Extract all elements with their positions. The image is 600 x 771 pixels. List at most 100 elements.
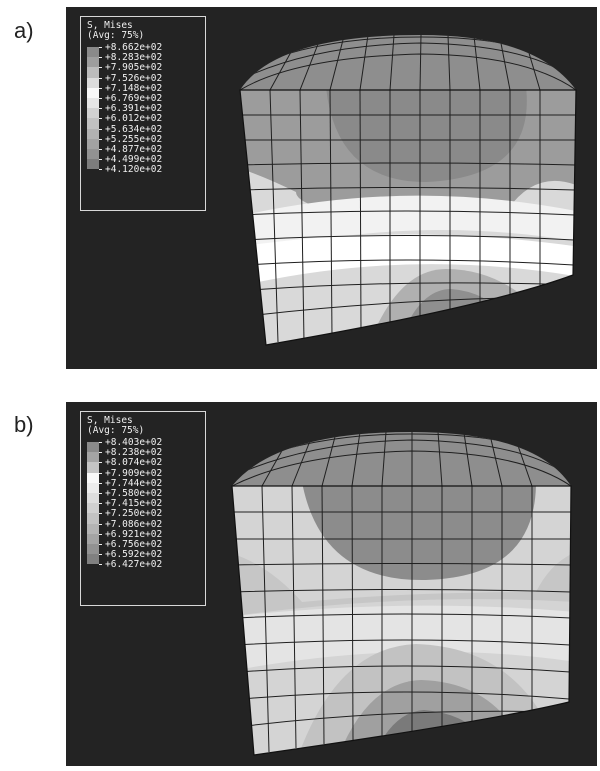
legend-color-swatch xyxy=(87,513,99,524)
legend-value: +6.769e+02 xyxy=(105,92,163,104)
legend-value: +6.921e+02 xyxy=(105,528,163,540)
legend-color-swatch xyxy=(87,97,99,109)
legend-color-swatch xyxy=(87,108,99,119)
panel-b-mesh-model xyxy=(231,432,572,756)
legend-tick xyxy=(99,128,102,130)
legend-row: +7.909e+02 xyxy=(87,467,199,483)
legend-tick xyxy=(99,472,102,474)
legend-row: +7.905e+02 xyxy=(87,63,199,78)
panel-b-legend-scale: +8.403e+02 +8.238e+02 +8.074e+02 +7.909e+02… xyxy=(87,437,199,574)
legend-tick xyxy=(99,492,102,494)
legend-row: +6.921e+02 xyxy=(87,528,199,544)
legend-value: +7.580e+02 xyxy=(105,487,163,499)
panel-a-viewport: S, Mises (Avg: 75%) +8.662e+02 +8.283e+02… xyxy=(66,7,597,369)
legend-value: +4.120e+02 xyxy=(105,164,163,176)
legend-tick xyxy=(99,554,102,556)
legend-value: +7.086e+02 xyxy=(105,518,163,530)
legend-tick xyxy=(99,87,102,89)
legend-tick xyxy=(99,513,102,515)
legend-color-swatch xyxy=(87,472,99,483)
legend-tick xyxy=(99,503,102,505)
panel-a-legend-scale: +8.662e+02 +8.283e+02 +7.905e+02 +7.526e+02… xyxy=(87,42,199,179)
legend-value: +7.415e+02 xyxy=(105,498,163,510)
legend-value: +5.255e+02 xyxy=(105,133,163,145)
legend-row: +5.255e+02 xyxy=(87,133,199,149)
legend-value: +4.877e+02 xyxy=(105,143,163,155)
legend-row: +5.634e+02 xyxy=(87,123,199,139)
legend-tick xyxy=(99,169,102,171)
legend-row: +6.756e+02 xyxy=(87,538,199,555)
legend-tick xyxy=(99,159,102,161)
legend-tick xyxy=(99,442,102,443)
legend-color-swatch xyxy=(87,543,99,555)
panel-a-legend-subtitle: (Avg: 75%) xyxy=(87,30,145,41)
legend-color-swatch xyxy=(87,148,99,160)
legend-tick xyxy=(99,452,102,454)
legend-color-swatch xyxy=(87,554,99,565)
legend-row: +8.283e+02 xyxy=(87,52,199,68)
legend-value: +8.283e+02 xyxy=(105,52,163,64)
legend-tick xyxy=(99,543,102,545)
legend-value: +7.148e+02 xyxy=(105,82,163,94)
legend-color-swatch xyxy=(87,452,99,463)
legend-color-swatch xyxy=(87,482,99,493)
legend-value: +6.592e+02 xyxy=(105,549,163,561)
legend-tick xyxy=(99,533,102,535)
legend-row: +7.526e+02 xyxy=(87,73,199,88)
legend-value: +7.250e+02 xyxy=(105,508,163,520)
legend-value: +8.403e+02 xyxy=(105,437,163,448)
legend-row: +4.499e+02 xyxy=(87,154,199,170)
legend-value: +5.634e+02 xyxy=(105,123,163,135)
legend-color-swatch xyxy=(87,67,99,78)
legend-value: +6.756e+02 xyxy=(105,538,163,550)
panel-a-label: a) xyxy=(14,18,34,43)
legend-tick xyxy=(99,138,102,140)
legend-tick xyxy=(99,148,102,150)
legend-color-swatch xyxy=(87,77,99,88)
legend-tick xyxy=(99,97,102,99)
legend-color-swatch xyxy=(87,118,99,129)
panel-b-legend-title: S, Mises xyxy=(87,415,133,426)
legend-color-swatch xyxy=(87,564,99,574)
legend-tick xyxy=(99,57,102,59)
legend-row: +6.769e+02 xyxy=(87,92,199,109)
legend-row: +4.877e+02 xyxy=(87,143,199,160)
panel-a-legend: S, Mises (Avg: 75%) +8.662e+02 +8.283e+02… xyxy=(80,16,206,211)
panel-a-mesh-model xyxy=(239,35,577,346)
legend-row: +7.580e+02 xyxy=(87,487,199,504)
legend-value: +7.744e+02 xyxy=(105,477,163,489)
legend-row: +6.592e+02 xyxy=(87,549,199,565)
panel-b-front-face xyxy=(232,486,571,755)
legend-tick xyxy=(99,462,102,464)
panel-a-top-face xyxy=(240,35,576,90)
legend-value: +6.012e+02 xyxy=(105,113,163,125)
legend-color-swatch xyxy=(87,492,99,504)
legend-value: +4.499e+02 xyxy=(105,154,163,166)
legend-tick xyxy=(99,108,102,110)
legend-color-swatch xyxy=(87,47,99,58)
legend-color-swatch xyxy=(87,169,99,179)
legend-color-swatch xyxy=(87,138,99,149)
legend-color-swatch xyxy=(87,523,99,534)
legend-color-swatch xyxy=(87,533,99,544)
legend-row: +8.238e+02 xyxy=(87,448,199,463)
legend-value: +6.427e+02 xyxy=(105,559,163,571)
legend-value: +7.909e+02 xyxy=(105,467,163,479)
legend-color-swatch xyxy=(87,442,99,453)
legend-tick xyxy=(99,47,102,48)
panel-b-legend-subtitle: (Avg: 75%) xyxy=(87,425,145,436)
legend-row: +8.662e+02 xyxy=(87,42,199,58)
legend-row: +8.403e+02 xyxy=(87,437,199,453)
panel-a-legend-title: S, Mises xyxy=(87,20,133,31)
legend-row: +7.148e+02 xyxy=(87,82,199,98)
legend-row: +7.086e+02 xyxy=(87,518,199,534)
legend-value: +8.662e+02 xyxy=(105,42,163,53)
legend-row: +7.744e+02 xyxy=(87,477,199,493)
legend-row: +7.250e+02 xyxy=(87,508,199,524)
legend-tick xyxy=(99,564,102,566)
legend-row: +7.415e+02 xyxy=(87,498,199,514)
legend-row: +6.012e+02 xyxy=(87,113,199,129)
legend-color-swatch xyxy=(87,87,99,98)
legend-tick xyxy=(99,67,102,69)
legend-color-swatch xyxy=(87,462,99,473)
